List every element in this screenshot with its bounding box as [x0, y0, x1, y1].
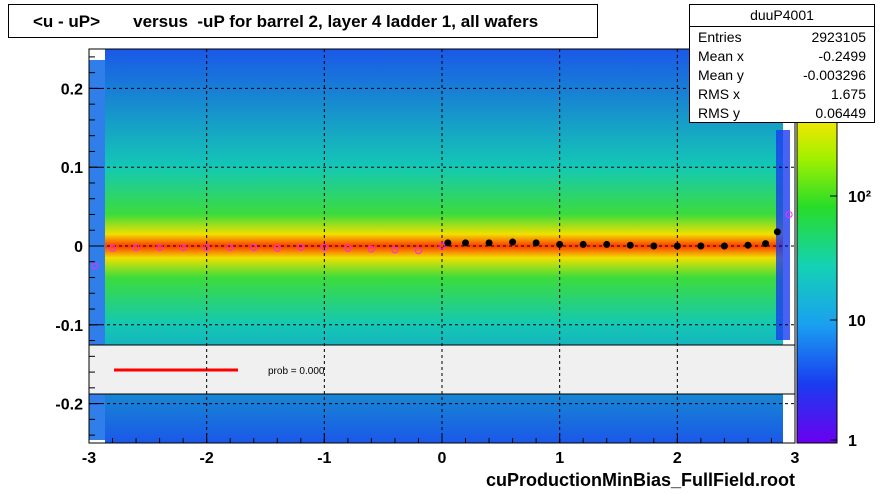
stats-row: Mean x -0.2499 — [698, 48, 866, 66]
stats-key: Mean y — [698, 67, 744, 83]
profile-point-filled — [697, 242, 705, 250]
fit-legend-label: prob = 0.000 — [268, 366, 325, 377]
x-tick-label: 2 — [673, 450, 682, 467]
stats-key: Mean x — [698, 48, 744, 64]
title-box: <u - uP> versus -uP for barrel 2, layer … — [8, 4, 598, 38]
profile-point-filled — [762, 240, 770, 248]
stats-row: Mean y -0.003296 — [698, 67, 866, 85]
profile-point-open — [156, 244, 164, 252]
chart-title: <u - uP> versus -uP for barrel 2, layer … — [33, 12, 539, 31]
profile-point-filled — [773, 228, 781, 236]
profile-point-filled — [579, 240, 587, 248]
profile-point-filled — [720, 242, 728, 250]
y-tick-label: 0.2 — [61, 81, 83, 98]
profile-point-open — [226, 244, 234, 252]
profile-point-filled — [650, 242, 658, 250]
profile-markers — [91, 210, 793, 270]
stats-row: Entries 2923105 — [698, 29, 866, 47]
stats-value: -0.2499 — [818, 48, 866, 64]
x-tick-label: -1 — [317, 450, 331, 467]
profile-point-filled — [509, 238, 517, 246]
axes: -3 -2 -1 0 1 2 3 -0.2 -0.1 0 0.1 0.2 — [55, 56, 800, 467]
z-tick-label: 1 — [848, 433, 857, 450]
stats-box: duuP4001 Entries 2923105 Mean x -0.2499 Mean… — [689, 4, 875, 123]
x-tick-label: -3 — [82, 450, 96, 467]
profile-point-open — [414, 247, 422, 255]
z-tick-label: 10 — [848, 313, 866, 330]
stats-value: -0.003296 — [802, 67, 866, 83]
profile-point-open — [109, 244, 117, 252]
z-tick-label: 10² — [848, 189, 871, 206]
profile-point-filled — [626, 241, 634, 249]
profile-point-open — [785, 210, 793, 218]
y-tick-label: 0 — [74, 239, 83, 256]
footer-filename: cuProductionMinBias_FullField.root — [486, 470, 796, 490]
plot-area: prob = 0.000 — [89, 49, 795, 443]
profile-point-filled — [744, 241, 752, 249]
stats-value: 2923105 — [811, 29, 866, 45]
y-tick-label: 0.1 — [61, 160, 83, 177]
y-tick-label: -0.2 — [55, 397, 83, 414]
profile-point-open — [273, 244, 281, 252]
stats-name: duuP4001 — [750, 7, 814, 23]
profile-point-filled — [485, 239, 493, 247]
x-tick-label: 1 — [555, 450, 564, 467]
x-tick-label: -2 — [200, 450, 214, 467]
x-tick-label: 0 — [438, 450, 447, 467]
profile-point-filled — [673, 242, 681, 250]
profile-point-filled — [532, 239, 540, 247]
profile-point-filled — [444, 239, 452, 247]
profile-point-open — [179, 244, 187, 252]
y-tick-label: -0.1 — [55, 318, 83, 335]
profile-point-open — [391, 246, 399, 254]
stats-divider — [690, 26, 874, 27]
profile-point-open — [250, 244, 258, 252]
profile-point-filled — [603, 240, 611, 248]
profile-point-open — [91, 262, 99, 270]
stats-value: 0.06449 — [815, 105, 866, 121]
heatmap-right-column — [776, 130, 790, 340]
profile-point-open — [367, 245, 375, 253]
profile-point-open — [203, 244, 211, 252]
stats-key: Entries — [698, 29, 742, 45]
stats-value: 1.675 — [830, 86, 866, 102]
stats-key: RMS y — [698, 105, 740, 121]
profile-point-filled — [556, 240, 564, 248]
profile-point-filled — [462, 239, 470, 247]
profile-point-open — [438, 242, 446, 250]
x-tick-label: 3 — [791, 450, 800, 467]
stats-key: RMS x — [698, 86, 740, 102]
stats-row: RMS x 1.675 — [698, 86, 866, 104]
stats-row: RMS y 0.06449 — [698, 105, 866, 123]
profile-point-open — [344, 244, 352, 252]
profile-point-open — [320, 244, 328, 252]
profile-point-open — [132, 244, 140, 252]
profile-point-open — [297, 244, 305, 252]
